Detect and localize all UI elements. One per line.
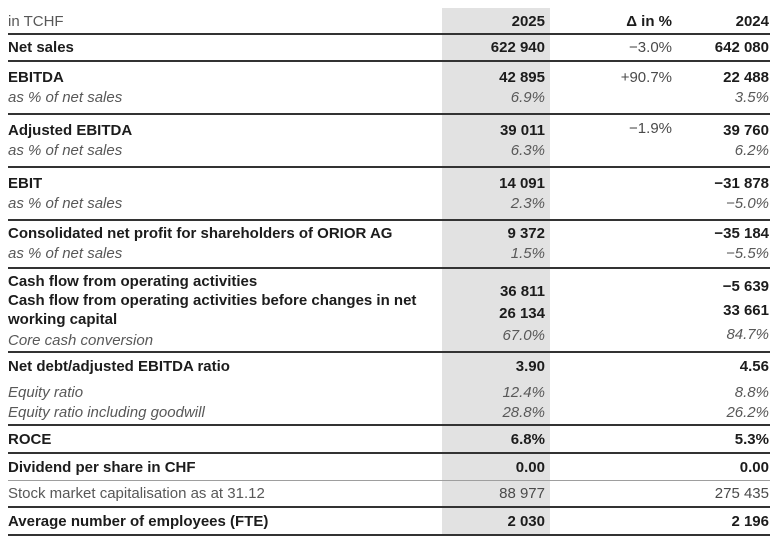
value-2024-cell: 642 080 [714,39,769,56]
value-2024-cell: 2 196 [731,513,769,530]
row-net-profit: Consolidated net profit for shareholders… [8,221,770,269]
row-label: Net sales [8,39,74,56]
row-sublabel-1: Equity ratio [8,384,84,401]
row-label-3: Core cash conversion [8,332,154,349]
row-label: Adjusted EBITDA [8,122,133,139]
row-label: Consolidated net profit for shareholders… [8,225,393,242]
table-header-row: in TCHF 2025 Δ in % 2024 [8,8,770,35]
delta-cell [550,269,672,351]
row-sublabel: as % of net sales [8,245,123,262]
value-2024-cell: 5.3% [734,431,769,448]
value-2025-cell: 42 895 6.9% [442,62,550,113]
value-2025-cell: 14 091 2.3% [442,168,550,219]
row-label-2: Cash flow from operating activities befo… [8,292,417,328]
value-2025-cell: 39 011 6.3% [442,115,550,166]
row-label: Stock market capitalisation as at 31.12 [8,485,265,502]
row-label: EBITDA [8,69,64,86]
value-2024-cell: 22 488 3.5% [723,69,769,106]
row-label-cell: Average number of employees (FTE) [8,508,442,534]
row-label-cell: Cash flow from operating activities Cash… [8,269,442,351]
row-employees: Average number of employees (FTE) 2 030 … [8,508,770,536]
row-roce: ROCE 6.8% 5.3% [8,426,770,454]
value-2025-cell: 0.00 [442,454,550,480]
column-header-delta: Δ in % [626,13,672,30]
value-2024-cell: 0.00 [739,459,769,476]
delta-cell [550,353,672,424]
row-label-cell: EBITDA as % of net sales [8,62,442,113]
unit-label: in TCHF [8,13,64,30]
value-2024-cell: 39 760 6.2% [723,122,769,159]
row-ebit: EBIT as % of net sales 14 091 2.3% −31 8… [8,168,770,221]
value-2024-cell: −5 639 33 661 84.7% [722,278,769,343]
delta-cell [550,508,672,534]
unit-label-cell: in TCHF [8,8,442,33]
delta-cell [550,168,672,219]
column-header-2024: 2024 [735,13,769,30]
row-ebitda: EBITDA as % of net sales 42 895 6.9% +90… [8,62,770,115]
delta-cell [550,221,672,267]
row-adjusted-ebitda: Adjusted EBITDA as % of net sales 39 011… [8,115,770,168]
row-label: Net debt/adjusted EBITDA ratio [8,358,230,375]
value-2025-cell: 3.90 12.4% 28.8% [442,353,550,424]
row-net-sales: Net sales 622 940 −3.0% 642 080 [8,35,770,62]
value-2025-cell: 6.8% [442,426,550,452]
value-2025-cell: 36 811 26 134 67.0% [442,269,550,351]
value-2025-cell: 2 030 [442,508,550,534]
report-page: { "header": { "unit": "in TCHF", "col_20… [0,8,778,557]
row-label: Dividend per share in CHF [8,459,196,476]
value-2025-cell: 9 372 1.5% [442,221,550,267]
delta-cell: +90.7% [620,69,672,86]
delta-cell [550,426,672,452]
delta-cell: −1.9% [629,120,672,137]
row-sublabel: as % of net sales [8,195,123,212]
row-sublabel: as % of net sales [8,89,123,106]
row-sublabel-2: Equity ratio including goodwill [8,404,205,421]
delta-cell [550,481,672,506]
row-label-1: Cash flow from operating activities [8,273,258,290]
row-net-debt: Net debt/adjusted EBITDA ratio Equity ra… [8,353,770,426]
row-sublabel: as % of net sales [8,142,123,159]
row-label-cell: Adjusted EBITDA as % of net sales [8,115,442,166]
row-cash-flow: Cash flow from operating activities Cash… [8,269,770,353]
value-2024-cell: 4.56 8.8% 26.2% [726,358,769,421]
value-2024-cell: −31 878 −5.0% [714,175,769,212]
value-2024-cell: −35 184 −5.5% [714,225,769,262]
row-label-cell: EBIT as % of net sales [8,168,442,219]
key-figures-table: in TCHF 2025 Δ in % 2024 Net sales 622 9… [8,8,770,536]
delta-cell: −3.0% [629,39,672,56]
value-2025-cell: 622 940 [442,35,550,60]
row-label-cell: Dividend per share in CHF [8,454,442,480]
value-2025-cell: 88 977 [442,481,550,506]
row-label-cell: Consolidated net profit for shareholders… [8,221,442,267]
row-label-cell: ROCE [8,426,442,452]
row-market-cap: Stock market capitalisation as at 31.12 … [8,481,770,508]
delta-cell [550,454,672,480]
row-dividend: Dividend per share in CHF 0.00 0.00 [8,454,770,481]
row-label-cell: Net debt/adjusted EBITDA ratio Equity ra… [8,353,442,424]
column-header-2025: 2025 [442,8,550,33]
value-2024-cell: 275 435 [714,485,769,502]
row-label: Average number of employees (FTE) [8,513,269,530]
row-label: EBIT [8,175,43,192]
row-label-cell: Stock market capitalisation as at 31.12 [8,481,442,506]
row-label-cell: Net sales [8,35,442,60]
row-label: ROCE [8,431,52,448]
